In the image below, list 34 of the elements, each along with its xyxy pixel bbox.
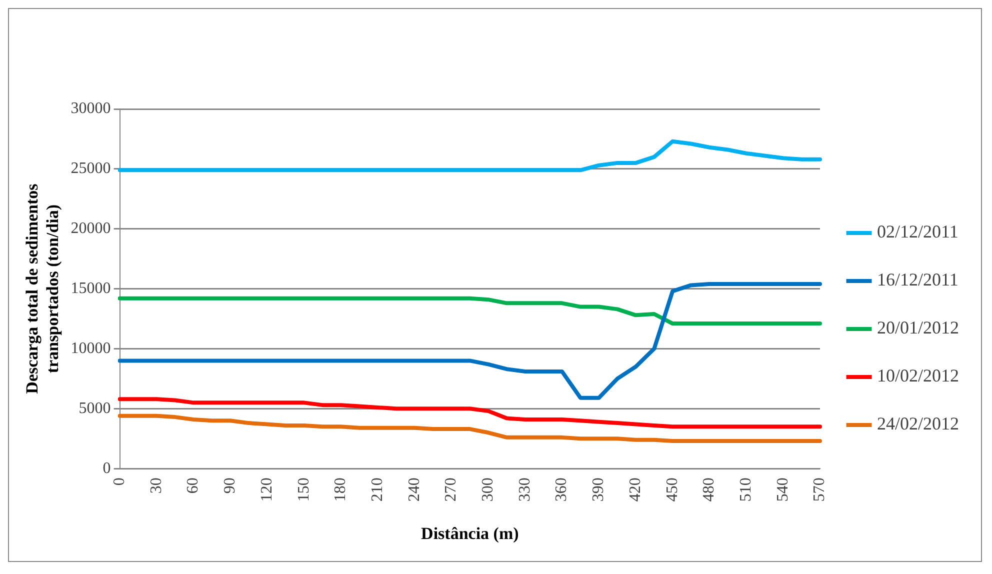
legend-label: 24/02/2012 <box>877 414 960 434</box>
y-tick-label: 15000 <box>70 280 111 298</box>
y-tick-label: 5000 <box>78 400 111 417</box>
x-tick-label: 90 <box>222 478 239 494</box>
x-tick-label: 570 <box>811 478 828 502</box>
x-tick-label: 510 <box>737 478 754 502</box>
x-tick-label: 60 <box>184 478 202 494</box>
y-tick-label: 20000 <box>70 220 111 238</box>
y-tick-label: 25000 <box>70 160 111 178</box>
x-tick-label: 0 <box>111 478 128 486</box>
x-tick-label: 240 <box>406 478 423 502</box>
x-tick-label: 30 <box>148 478 165 494</box>
x-tick-label: 390 <box>590 478 608 502</box>
legend-label: 02/12/2011 <box>877 222 958 242</box>
x-tick-label: 360 <box>553 478 570 502</box>
x-tick-label: 270 <box>442 478 460 502</box>
x-tick-label: 540 <box>774 478 792 502</box>
x-tick-label: 120 <box>258 478 276 502</box>
y-tick-label: 0 <box>102 460 111 477</box>
x-tick-label: 450 <box>664 478 681 502</box>
x-tick-label: 480 <box>700 478 718 502</box>
x-tick-label: 330 <box>516 478 534 502</box>
y-axis-title: Descarga total de sedimentos transportados (ton/dia) <box>22 183 62 394</box>
legend-label: 10/02/2012 <box>877 366 960 386</box>
y-tick-label: 10000 <box>70 340 111 357</box>
x-tick-label: 150 <box>295 478 312 502</box>
x-tick-label: 300 <box>480 478 497 502</box>
x-tick-label: 420 <box>626 478 644 502</box>
legend-label: 16/12/2011 <box>877 270 958 290</box>
y-tick-label: 30000 <box>70 100 111 118</box>
x-tick-label: 210 <box>368 478 386 502</box>
x-tick-label: 180 <box>332 478 350 502</box>
legend-label: 20/01/2012 <box>877 318 960 338</box>
x-axis-title: Distância (m) <box>421 524 519 544</box>
